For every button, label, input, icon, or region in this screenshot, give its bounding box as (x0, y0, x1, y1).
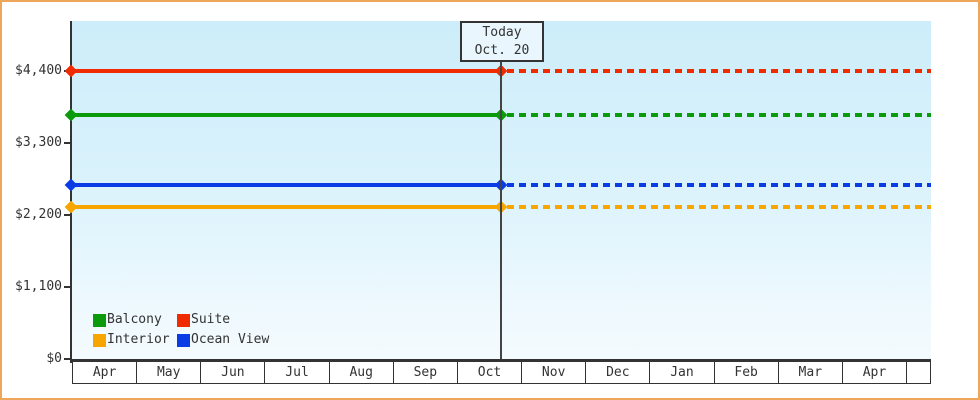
y-axis-label: $3,300 (15, 134, 62, 150)
y-axis-label: $1,100 (15, 278, 62, 294)
month-cell-nov: Nov (522, 362, 587, 383)
x-axis-line (70, 359, 931, 361)
series-line-balcony (72, 113, 501, 118)
legend-label-interior: Interior (107, 332, 170, 347)
series-line-interior-projected (507, 205, 931, 210)
series-line-ocean-view (72, 182, 501, 187)
legend-item-balcony: Balcony (93, 312, 162, 328)
month-cell-jan: Jan (650, 362, 715, 383)
legend-item-ocean-view: Ocean View (177, 332, 269, 348)
y-axis-label: $0 (46, 351, 62, 366)
series-line-suite (72, 68, 501, 73)
legend-label-balcony: Balcony (107, 312, 162, 327)
y-axis-line (70, 21, 72, 363)
month-cell-dec: Dec (586, 362, 651, 383)
legend-item-interior: Interior (93, 332, 170, 348)
month-cell-sep: Sep (394, 362, 458, 383)
series-line-balcony-projected (507, 113, 931, 118)
series-line-ocean-view-projected (507, 182, 931, 187)
today-date: Oct. 20 (474, 43, 530, 58)
y-axis-tick (64, 141, 70, 144)
month-cell-feb: Feb (715, 362, 779, 383)
legend-swatch-interior (93, 333, 106, 347)
y-axis-label: $2,200 (15, 206, 62, 222)
month-cell-oct: Oct (458, 362, 523, 383)
legend-label-ocean-view: Ocean View (191, 332, 270, 347)
x-axis-month-row: Apr May Jun Jul Aug Sep Oct Nov Dec Jan Feb Mar Apr (72, 361, 931, 384)
month-cell-jul: Jul (265, 362, 330, 383)
month-cell-spacer (907, 362, 930, 383)
month-cell-apr: Apr (73, 362, 138, 383)
legend-label-suite: Suite (191, 312, 231, 327)
month-cell-may: May (137, 362, 202, 383)
month-cell-apr: Apr (843, 362, 908, 383)
today-annotation-box: Today Oct. 20 (460, 21, 544, 62)
y-axis-tick (64, 285, 70, 288)
series-line-suite-projected (507, 68, 931, 73)
legend-swatch-ocean-view (177, 333, 190, 347)
month-cell-mar: Mar (779, 362, 843, 383)
month-cell-jun: Jun (201, 362, 266, 383)
month-cell-aug: Aug (330, 362, 394, 383)
legend-item-suite: Suite (177, 312, 230, 328)
legend-swatch-suite (177, 313, 190, 327)
legend-swatch-balcony (93, 313, 106, 327)
series-line-interior (72, 205, 501, 210)
y-axis-tick (64, 358, 70, 360)
today-vertical-line (500, 62, 502, 359)
y-axis-label: $4,400 (15, 62, 62, 78)
today-label: Today (482, 25, 522, 40)
y-axis-tick (64, 213, 70, 216)
